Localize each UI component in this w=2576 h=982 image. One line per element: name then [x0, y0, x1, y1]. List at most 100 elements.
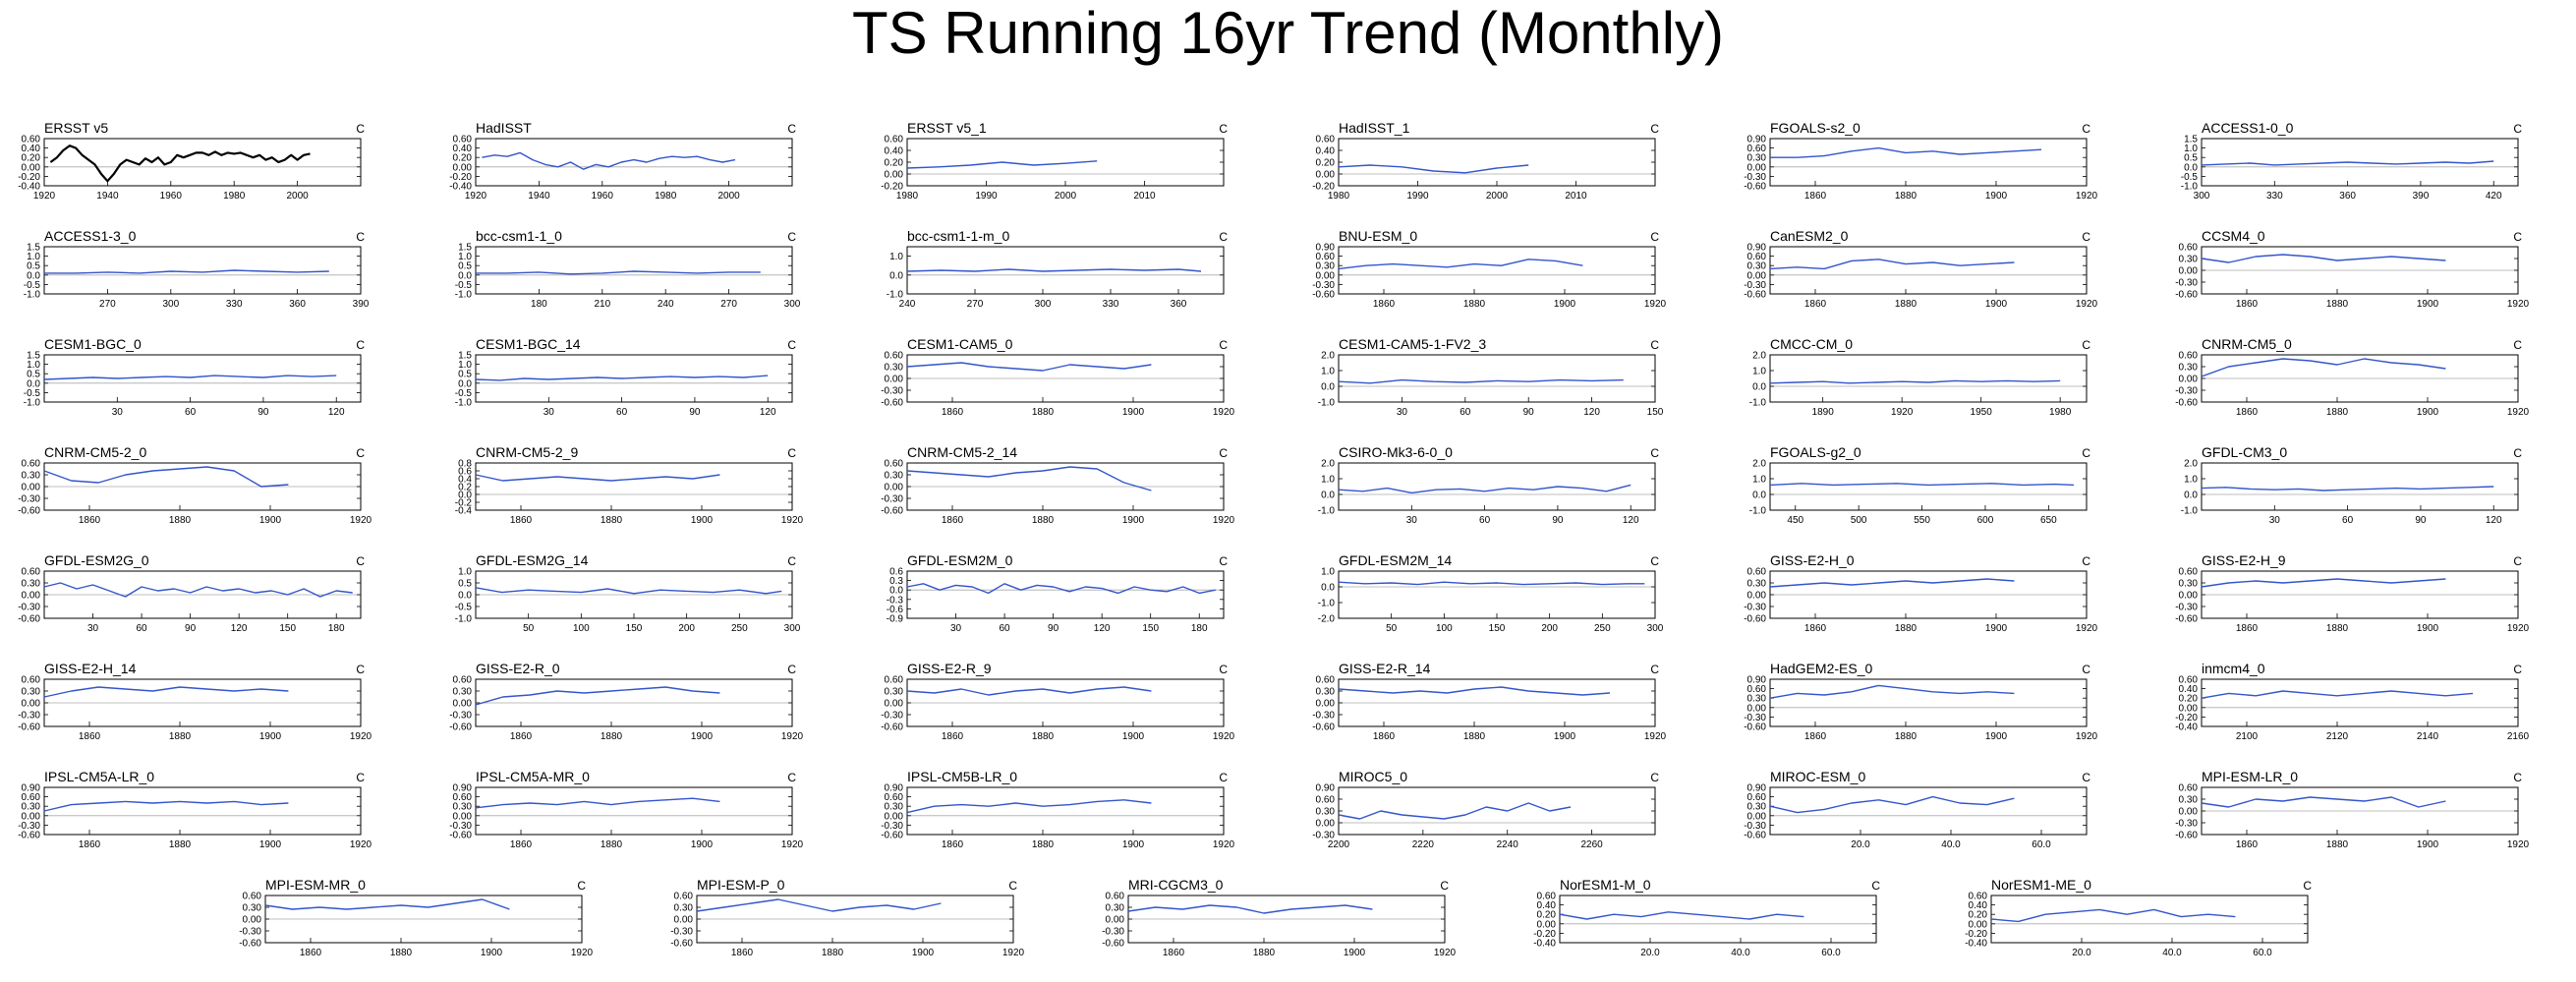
- x-tick-label: 1860: [1804, 191, 1827, 202]
- panel: GFDL-CM3_0 C 2.0 1.0 0.0 -1.0 30 60 90 120: [2181, 444, 2523, 526]
- series-line: [1769, 795, 2015, 814]
- panel-unit: C: [2513, 663, 2522, 676]
- x-tick-label: 60.0: [1821, 948, 1841, 958]
- x-tick-label: 120: [760, 407, 776, 418]
- series-line: [1338, 484, 1631, 494]
- x-tick-label: 1920: [2507, 839, 2530, 850]
- panel: MPI-ESM-MR_0 C 0.600.300.00-0.30-0.60 1860 1…: [239, 877, 593, 958]
- y-tick-label: 0.60: [1106, 892, 1125, 902]
- y-tick-label: 0.60: [1747, 684, 1767, 695]
- x-tick-label: 1920: [1891, 407, 1914, 418]
- series-line: [475, 587, 782, 595]
- y-tick-label: 0.20: [1316, 158, 1336, 169]
- y-tick-label: 0.20: [885, 158, 904, 169]
- panel: GFDL-ESM2G_0 C 0.600.300.00-0.30-0.60 30 60 9…: [18, 552, 365, 634]
- x-tick-label: 60: [1479, 515, 1491, 526]
- x-tick-label: 210: [594, 299, 610, 310]
- y-tick-label: 0.60: [885, 459, 904, 470]
- panel-title: CCSM4_0: [2202, 228, 2265, 244]
- y-tick-label: -0.60: [881, 722, 903, 733]
- panel-unit: C: [2303, 879, 2312, 893]
- x-tick-label: 1920: [350, 839, 372, 850]
- panel-frame: [1338, 462, 1656, 511]
- panel-title: bcc-csm1-1_0: [476, 228, 562, 244]
- panel-unit: C: [1650, 122, 1659, 136]
- x-tick-label: 1900: [691, 731, 714, 742]
- x-tick-label: 1920: [571, 948, 594, 958]
- x-tick-label: 250: [1594, 623, 1611, 634]
- x-tick-label: 1920: [2076, 191, 2098, 202]
- y-tick-label: -0.60: [2175, 614, 2198, 625]
- y-tick-label: 1.0: [1321, 567, 1335, 578]
- y-tick-label: -1.0: [24, 398, 41, 409]
- panel-unit: C: [356, 446, 365, 460]
- x-tick-label: 1920: [1644, 299, 1667, 310]
- y-tick-label: 0.0: [458, 270, 472, 281]
- y-tick-label: 0.60: [1316, 135, 1336, 145]
- panel-unit: C: [356, 663, 365, 676]
- y-tick-label: 0.30: [1747, 694, 1767, 705]
- y-tick-label: 0.60: [2179, 675, 2199, 686]
- panel-frame: [906, 570, 1225, 619]
- series-line: [482, 151, 736, 170]
- y-tick-label: 0.30: [22, 802, 41, 813]
- panel-title: IPSL-CM5A-LR_0: [44, 769, 154, 784]
- panel-unit: C: [356, 230, 365, 244]
- y-tick-label: 0.60: [453, 675, 473, 686]
- x-tick-label: 1860: [942, 839, 964, 850]
- y-tick-label: -0.40: [18, 182, 40, 193]
- panel: MPI-ESM-P_0 C 0.600.300.00-0.30-0.60 1860 18…: [670, 877, 1024, 958]
- y-tick-label: -0.30: [1312, 831, 1335, 841]
- x-tick-label: 1920: [1644, 731, 1667, 742]
- y-tick-label: 0.00: [1316, 699, 1336, 710]
- x-tick-label: 2140: [2417, 731, 2439, 742]
- y-tick-label: 0.0: [27, 378, 40, 389]
- y-tick-label: -0.30: [1744, 821, 1766, 832]
- x-tick-label: 1860: [2236, 299, 2259, 310]
- panel-title: GFDL-ESM2G_0: [44, 552, 149, 568]
- y-tick-label: 0.00: [1747, 162, 1767, 173]
- x-tick-label: 330: [2266, 191, 2283, 202]
- x-tick-label: 1880: [1253, 948, 1276, 958]
- panel: ACCESS1-3_0 C 1.51.00.50.0-0.5-1.0 270 300 33…: [24, 228, 370, 310]
- panel-frame: [475, 354, 793, 403]
- page-title: TS Running 16yr Trend (Monthly): [851, 0, 1725, 66]
- x-tick-label: 300: [162, 299, 179, 310]
- y-tick-label: -1.0: [887, 290, 904, 301]
- series-line: [43, 466, 289, 488]
- panel-title: HadISST: [476, 120, 532, 136]
- y-tick-label: 2.0: [1321, 351, 1335, 362]
- panel: MRI-CGCM3_0 C 0.600.300.00-0.30-0.60 1860 18…: [1102, 877, 1456, 958]
- y-tick-label: 0.0: [1321, 382, 1335, 393]
- y-tick-label: 0.00: [885, 170, 904, 181]
- panel-title: HadGEM2-ES_0: [1770, 661, 1872, 676]
- y-tick-label: 0.00: [674, 915, 694, 926]
- y-tick-label: -0.60: [2175, 831, 2198, 841]
- x-tick-label: 1900: [691, 839, 714, 850]
- x-tick-label: 1990: [1406, 191, 1429, 202]
- y-tick-label: -0.20: [1312, 182, 1335, 193]
- y-tick-label: -0.3: [887, 595, 904, 606]
- x-tick-label: 60: [2342, 515, 2354, 526]
- y-tick-label: 0.00: [453, 162, 473, 173]
- panel-frame: [43, 138, 362, 187]
- x-tick-label: 1900: [1554, 731, 1576, 742]
- y-tick-label: 0.60: [22, 135, 41, 145]
- panel-title: CESM1-CAM5-1-FV2_3: [1339, 336, 1486, 352]
- y-tick-label: -1.0: [1318, 506, 1336, 517]
- x-tick-label: 40.0: [2162, 948, 2182, 958]
- x-tick-label: 2160: [2507, 731, 2530, 742]
- x-tick-label: 2000: [717, 191, 740, 202]
- x-tick-label: 1980: [896, 191, 919, 202]
- panel-title: CNRM-CM5-2_0: [44, 444, 146, 460]
- y-tick-label: 0.00: [243, 915, 262, 926]
- y-tick-label: 0.60: [22, 459, 41, 470]
- y-tick-label: 0.00: [453, 699, 473, 710]
- x-tick-label: 360: [289, 299, 306, 310]
- panel-frame: [1990, 895, 2309, 944]
- series-line: [696, 898, 942, 912]
- y-tick-label: -0.30: [1312, 711, 1335, 722]
- x-tick-label: 1860: [942, 407, 964, 418]
- series-line: [1127, 904, 1373, 914]
